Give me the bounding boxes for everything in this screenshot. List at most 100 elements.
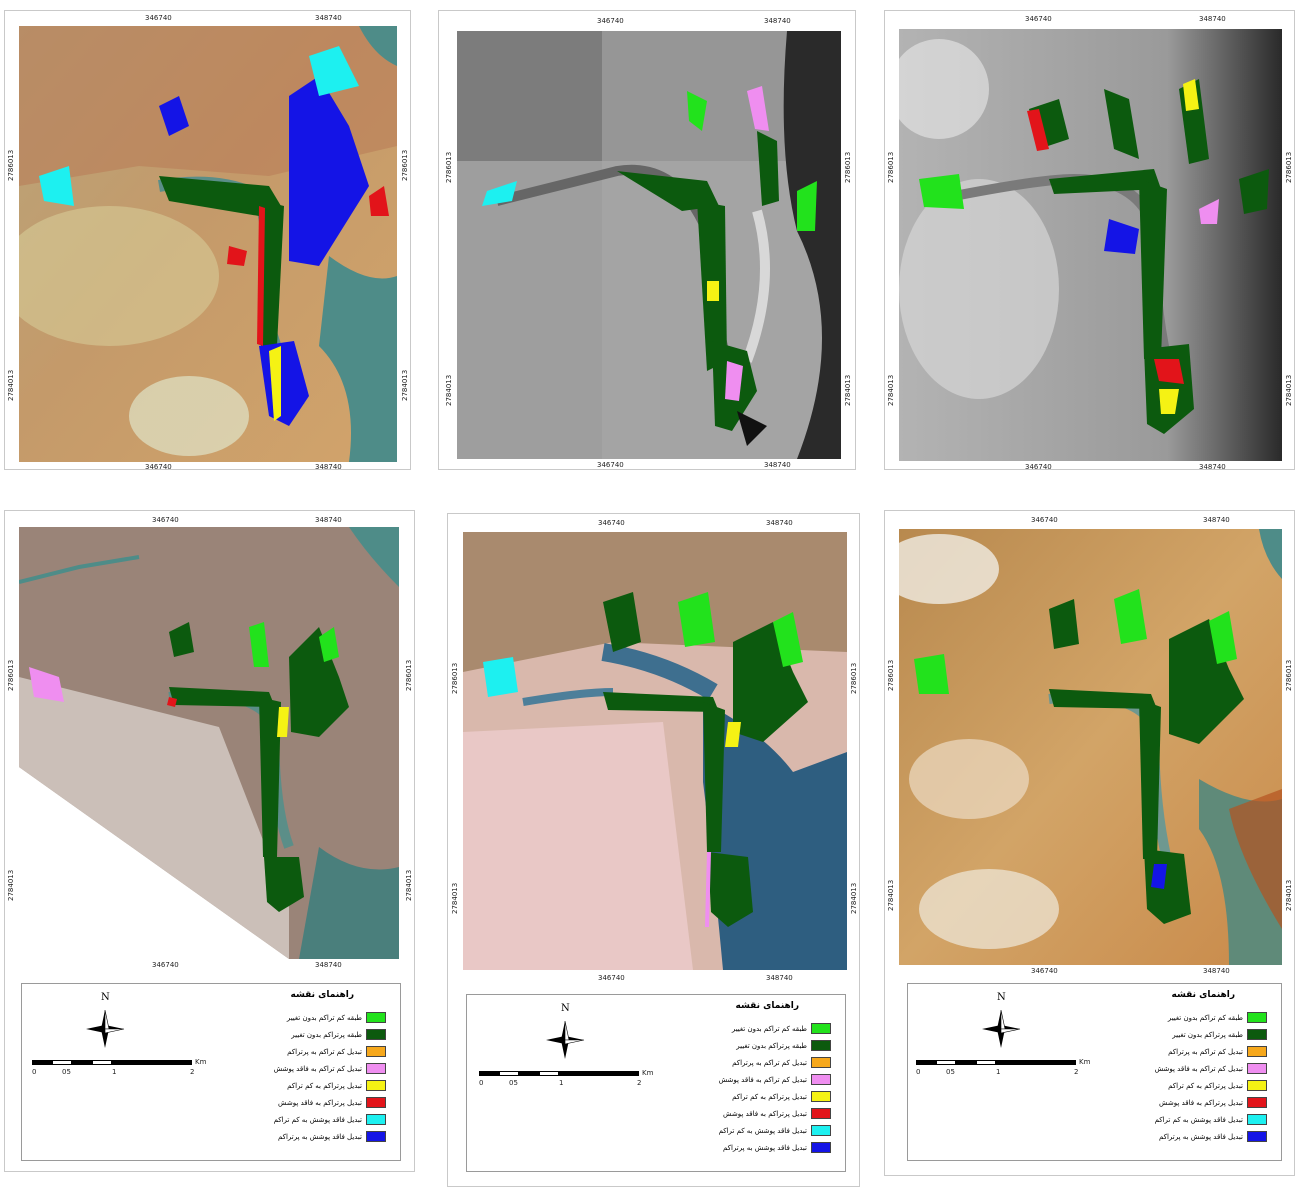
scale-bar-segment xyxy=(936,1060,956,1065)
tick-left-lower: 2784013 xyxy=(451,882,459,914)
tick-top-right: 348740 xyxy=(764,17,791,25)
legend-item-label: تبدیل فاقد پوشش به کم تراکم xyxy=(718,1127,807,1135)
legend-item: تبدیل پرتراکم به فاقد پوشش xyxy=(196,1097,386,1109)
legend-item-label: طبقه کم تراکم بدون تغییر xyxy=(286,1014,362,1022)
tick-left-upper: 2786013 xyxy=(887,659,895,691)
legend-item-label: تبدیل فاقد پوشش به کم تراکم xyxy=(273,1116,362,1124)
tick-left-upper: 2786013 xyxy=(7,149,15,181)
legend-title: راهنمای نقشه xyxy=(290,990,354,1000)
legend-item: تبدیل پرتراکم به فاقد پوشش xyxy=(1077,1097,1267,1109)
map-panel-1: 346740 348740 346740 348740 2786013 2784… xyxy=(4,10,411,471)
legend-item: تبدیل پرتراکم به کم تراکم xyxy=(1077,1080,1267,1092)
tick-right-lower: 2784013 xyxy=(850,882,858,914)
legend-swatch xyxy=(811,1142,831,1153)
scale-bar-segment xyxy=(559,1071,639,1076)
legend-item: طبقه کم تراکم بدون تغییر xyxy=(1077,1012,1267,1024)
tick-bottom-right: 348740 xyxy=(315,961,342,969)
legend-item-label: تبدیل فاقد پوشش به پرتراکم xyxy=(723,1144,807,1152)
tick-right-upper: 2786013 xyxy=(1285,151,1293,183)
legend-item: تبدیل فاقد پوشش به کم تراکم xyxy=(1077,1114,1267,1126)
scale-bar-label: 05 xyxy=(62,1068,71,1076)
tick-bottom-left: 346740 xyxy=(1031,967,1058,975)
legend-title: راهنمای نقشه xyxy=(1171,990,1235,1000)
tick-top-left: 346740 xyxy=(152,516,179,524)
legend-item: تبدیل پرتراکم به کم تراکم xyxy=(196,1080,386,1092)
tick-left-upper: 2786013 xyxy=(887,151,895,183)
legend-item: تبدیل کم تراکم به فاقد پوشش xyxy=(196,1063,386,1075)
legend-item-label: تبدیل فاقد پوشش به پرتراکم xyxy=(1159,1133,1243,1141)
tick-left-lower: 2784013 xyxy=(7,869,15,901)
tick-bottom-right: 348740 xyxy=(766,974,793,982)
legend-swatch xyxy=(811,1074,831,1085)
scale-bar-label: 1 xyxy=(996,1068,1001,1076)
tick-left-lower: 2784013 xyxy=(7,369,15,401)
tick-right-lower: 2784013 xyxy=(1285,374,1293,406)
legend-item: طبقه کم تراکم بدون تغییر xyxy=(641,1023,831,1035)
tick-bottom-left: 346740 xyxy=(598,974,625,982)
tick-bottom-left: 346740 xyxy=(145,463,172,471)
tick-bottom-right: 348740 xyxy=(315,463,342,471)
tick-top-left: 346740 xyxy=(1025,15,1052,23)
legend-item: تبدیل پرتراکم به فاقد پوشش xyxy=(641,1108,831,1120)
tick-right-lower: 2784013 xyxy=(844,374,852,406)
legend-swatch xyxy=(811,1023,831,1034)
legend-swatch xyxy=(366,1097,386,1108)
legend-swatch xyxy=(366,1012,386,1023)
scale-bar-label: 0 xyxy=(32,1068,37,1076)
tick-left-upper: 2786013 xyxy=(7,659,15,691)
legend-item-label: طبقه کم تراکم بدون تغییر xyxy=(1167,1014,1243,1022)
map-image-6 xyxy=(899,529,1282,965)
legend-swatch xyxy=(366,1029,386,1040)
tick-top-left: 346740 xyxy=(145,14,172,22)
legend-swatch xyxy=(1247,1097,1267,1108)
scale-bar-label: 0 xyxy=(479,1079,484,1087)
tick-bottom-right: 348740 xyxy=(764,461,791,469)
map-panel-3: 346740 348740 346740 348740 2786013 2784… xyxy=(884,10,1295,471)
legend-item-label: تبدیل پرتراکم به کم تراکم xyxy=(1168,1082,1243,1090)
north-label: N xyxy=(561,1003,570,1014)
tick-bottom-right: 348740 xyxy=(1199,463,1226,471)
scale-bar-segment xyxy=(32,1060,52,1065)
map-image-5 xyxy=(463,532,847,970)
scale-bar-label: 0 xyxy=(916,1068,921,1076)
scale-bar-label: 1 xyxy=(112,1068,117,1076)
north-label: N xyxy=(101,992,110,1003)
legend-swatch xyxy=(1247,1080,1267,1091)
legend-swatch xyxy=(1247,1012,1267,1023)
legend-item-label: طبقه پرتراکم بدون تغییر xyxy=(291,1031,362,1039)
scale-bar-segment xyxy=(916,1060,936,1065)
tick-bottom-left: 346740 xyxy=(597,461,624,469)
legend-swatch xyxy=(1247,1114,1267,1125)
map-panel-6: 346740 348740 346740 348740 2786013 2784… xyxy=(884,510,1295,1176)
map-legend: راهنمای نقشه طبقه کم تراکم بدون تغییر طبق… xyxy=(21,983,401,1161)
legend-swatch xyxy=(811,1125,831,1136)
legend-item-label: تبدیل فاقد پوشش به کم تراکم xyxy=(1154,1116,1243,1124)
tick-left-lower: 2784013 xyxy=(887,374,895,406)
map-panel-4: 346740 348740 346740 348740 2786013 2784… xyxy=(4,510,415,1172)
legend-swatch xyxy=(366,1131,386,1142)
legend-item-label: تبدیل کم تراکم به فاقد پوشش xyxy=(1154,1065,1243,1073)
scale-bar-label: 2 xyxy=(1074,1068,1079,1076)
map-image-3 xyxy=(899,29,1282,461)
scale-bar: 0 05 1 2 Km xyxy=(32,1058,206,1076)
north-arrow-icon xyxy=(82,1006,128,1052)
scale-bar-segment xyxy=(996,1060,1076,1065)
tick-top-right: 348740 xyxy=(766,519,793,527)
tick-right-lower: 2784013 xyxy=(401,369,409,401)
map-image-1 xyxy=(19,26,397,462)
scale-bar-segment xyxy=(499,1071,519,1076)
legend-item-label: تبدیل کم تراکم به فاقد پوشش xyxy=(273,1065,362,1073)
legend-swatch xyxy=(366,1080,386,1091)
tick-left-upper: 2786013 xyxy=(451,662,459,694)
scale-bar-unit: Km xyxy=(642,1069,654,1077)
legend-swatch xyxy=(811,1040,831,1051)
scale-bar-segment xyxy=(956,1060,976,1065)
scale-bar-segment xyxy=(52,1060,72,1065)
map-legend: راهنمای نقشه طبقه کم تراکم بدون تغییر طبق… xyxy=(466,994,846,1172)
legend-swatch xyxy=(811,1108,831,1119)
tick-right-lower: 2784013 xyxy=(405,869,413,901)
scale-bar-label: 2 xyxy=(637,1079,642,1087)
legend-item-label: تبدیل پرتراکم به فاقد پوشش xyxy=(278,1099,362,1107)
scale-bar-segment xyxy=(92,1060,112,1065)
legend-item: تبدیل کم تراکم به فاقد پوشش xyxy=(1077,1063,1267,1075)
